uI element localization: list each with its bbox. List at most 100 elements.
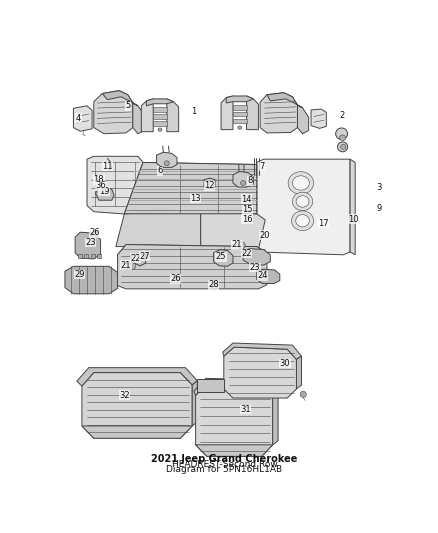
Ellipse shape	[175, 276, 179, 280]
Ellipse shape	[128, 262, 136, 270]
Text: 9: 9	[376, 204, 381, 213]
Ellipse shape	[288, 172, 314, 194]
Text: 6: 6	[157, 166, 162, 175]
Polygon shape	[94, 91, 133, 134]
Ellipse shape	[341, 144, 346, 149]
Polygon shape	[167, 99, 179, 132]
Text: 21: 21	[121, 261, 131, 270]
Polygon shape	[214, 249, 233, 266]
Polygon shape	[233, 106, 247, 109]
Polygon shape	[82, 373, 192, 438]
Text: 3: 3	[376, 183, 381, 191]
Polygon shape	[196, 445, 273, 456]
Ellipse shape	[158, 128, 162, 131]
Text: 21: 21	[232, 240, 242, 249]
Text: 23: 23	[250, 263, 260, 272]
Text: 8: 8	[247, 176, 253, 185]
Ellipse shape	[300, 391, 306, 398]
Polygon shape	[224, 347, 297, 398]
Polygon shape	[233, 112, 247, 117]
Polygon shape	[97, 254, 101, 258]
Text: 31: 31	[240, 405, 251, 414]
Polygon shape	[350, 159, 355, 255]
Polygon shape	[267, 93, 303, 108]
Polygon shape	[233, 119, 247, 124]
Text: 24: 24	[257, 271, 268, 280]
Text: 18: 18	[94, 175, 104, 184]
Polygon shape	[82, 426, 192, 438]
Polygon shape	[221, 96, 233, 130]
Polygon shape	[197, 379, 224, 392]
Polygon shape	[226, 96, 253, 103]
Polygon shape	[124, 163, 257, 214]
Polygon shape	[204, 178, 215, 189]
Text: 36: 36	[95, 181, 106, 190]
Polygon shape	[146, 99, 173, 106]
Polygon shape	[117, 245, 267, 289]
Polygon shape	[84, 254, 88, 258]
Polygon shape	[257, 269, 280, 284]
Polygon shape	[74, 106, 92, 131]
Polygon shape	[223, 343, 301, 359]
Text: 22: 22	[241, 249, 252, 258]
Polygon shape	[117, 245, 267, 261]
Text: 28: 28	[208, 280, 219, 289]
Polygon shape	[297, 105, 309, 134]
Ellipse shape	[293, 192, 313, 211]
Polygon shape	[247, 96, 258, 130]
Text: 1: 1	[191, 108, 197, 117]
Text: 30: 30	[279, 359, 290, 368]
Ellipse shape	[93, 230, 98, 235]
Text: 23: 23	[85, 238, 96, 247]
Polygon shape	[201, 212, 265, 249]
Polygon shape	[78, 254, 82, 258]
Polygon shape	[91, 254, 95, 258]
Ellipse shape	[238, 126, 242, 129]
Text: 19: 19	[99, 187, 109, 196]
Ellipse shape	[338, 142, 348, 152]
Text: 26: 26	[89, 228, 100, 237]
Polygon shape	[95, 188, 114, 200]
Text: 17: 17	[318, 219, 328, 228]
Ellipse shape	[238, 241, 245, 249]
Text: 11: 11	[102, 162, 113, 171]
Polygon shape	[233, 172, 253, 187]
Text: 15: 15	[242, 205, 252, 214]
Text: 5: 5	[125, 101, 131, 110]
Polygon shape	[133, 103, 145, 134]
Ellipse shape	[292, 211, 314, 231]
Text: 29: 29	[74, 270, 85, 279]
Polygon shape	[196, 383, 273, 456]
Ellipse shape	[336, 128, 347, 140]
Ellipse shape	[339, 135, 346, 141]
Ellipse shape	[164, 161, 170, 166]
Text: 27: 27	[139, 252, 150, 261]
Polygon shape	[124, 163, 257, 214]
Polygon shape	[297, 356, 301, 389]
Text: 12: 12	[204, 181, 215, 190]
Polygon shape	[65, 266, 117, 294]
Text: 14: 14	[241, 195, 252, 204]
Ellipse shape	[145, 253, 150, 258]
Polygon shape	[273, 393, 278, 445]
Text: 32: 32	[119, 391, 130, 400]
Text: 2021 Jeep Grand Cherokee: 2021 Jeep Grand Cherokee	[151, 454, 298, 464]
Text: 25: 25	[216, 252, 226, 261]
Text: 7: 7	[259, 162, 265, 171]
Ellipse shape	[212, 282, 219, 289]
Text: 26: 26	[170, 274, 180, 283]
Text: HEADREST-Second Row: HEADREST-Second Row	[172, 459, 277, 469]
Text: 20: 20	[259, 231, 269, 240]
Text: 16: 16	[242, 215, 253, 224]
Polygon shape	[192, 381, 197, 426]
Text: 2: 2	[339, 111, 344, 120]
Text: 22: 22	[130, 254, 141, 263]
Ellipse shape	[240, 181, 246, 185]
Polygon shape	[116, 208, 201, 247]
Polygon shape	[153, 108, 167, 111]
Polygon shape	[153, 122, 167, 126]
Polygon shape	[194, 378, 278, 397]
Polygon shape	[75, 232, 101, 259]
Polygon shape	[141, 99, 153, 132]
Text: 4: 4	[76, 114, 81, 123]
